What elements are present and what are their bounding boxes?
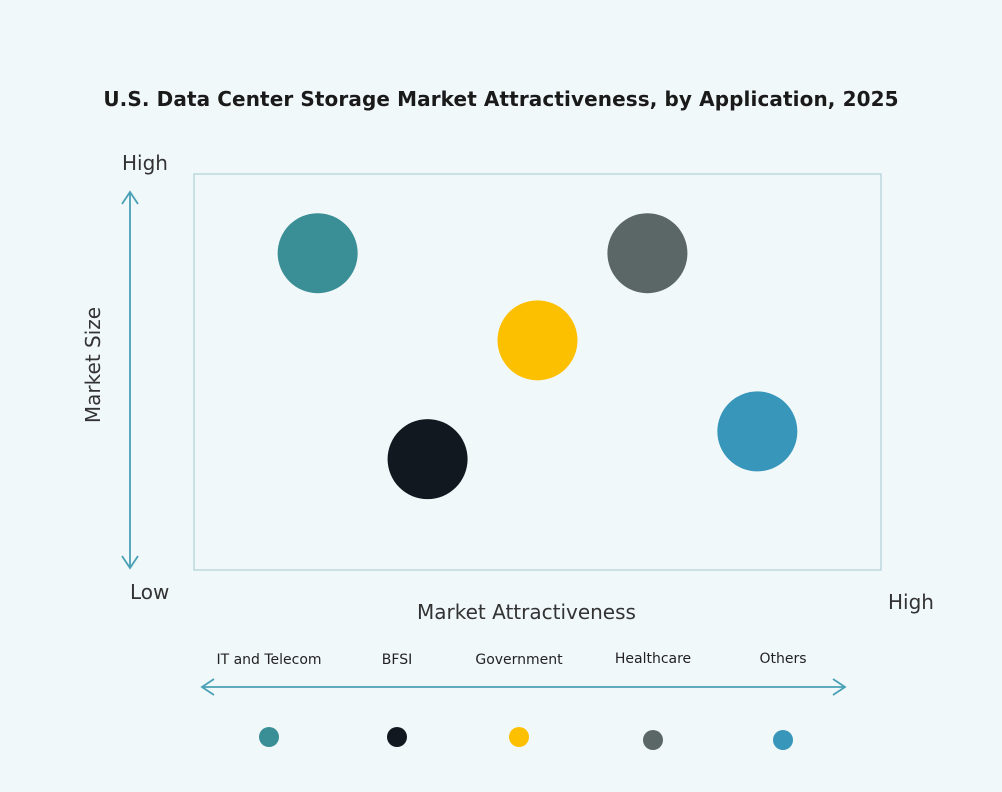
y-axis-high-label: High xyxy=(122,151,168,175)
legend-arrowhead-left xyxy=(200,678,215,696)
bubble-healthcare xyxy=(607,213,688,294)
bubble-others xyxy=(717,391,798,472)
bubbles xyxy=(277,213,798,500)
plot-area xyxy=(193,173,882,571)
bubble-bfsi xyxy=(387,419,468,500)
legend-dot-government xyxy=(509,727,529,747)
chart-title: U.S. Data Center Storage Market Attracti… xyxy=(103,87,899,111)
legend-dots xyxy=(259,727,793,750)
x-axis-title: Market Attractiveness xyxy=(417,600,636,624)
legend-dot-healthcare xyxy=(643,730,663,750)
legend-label-others: Others xyxy=(759,651,807,667)
y-axis-low-label: Low xyxy=(130,580,170,604)
y-axis-arrowhead-top xyxy=(121,190,139,205)
legend-label-bfsi: BFSI xyxy=(381,652,413,668)
bubble-it-and-telecom xyxy=(277,213,358,294)
legend-arrow xyxy=(200,678,847,696)
bubble-government xyxy=(497,300,578,381)
legend-dot-others xyxy=(773,730,793,750)
legend-label-government: Government xyxy=(475,652,563,668)
x-axis-high-label: High xyxy=(888,590,934,614)
y-axis-arrowhead-bottom xyxy=(121,555,139,570)
legend-dot-it-and-telecom xyxy=(259,727,279,747)
y-axis-arrow xyxy=(121,190,139,570)
legend-arrowhead-right xyxy=(832,678,847,696)
y-axis-title: Market Size xyxy=(81,306,105,424)
legend-label-it-and-telecom: IT and Telecom xyxy=(216,652,322,668)
legend-label-healthcare: Healthcare xyxy=(614,651,692,667)
legend-dot-bfsi xyxy=(387,727,407,747)
